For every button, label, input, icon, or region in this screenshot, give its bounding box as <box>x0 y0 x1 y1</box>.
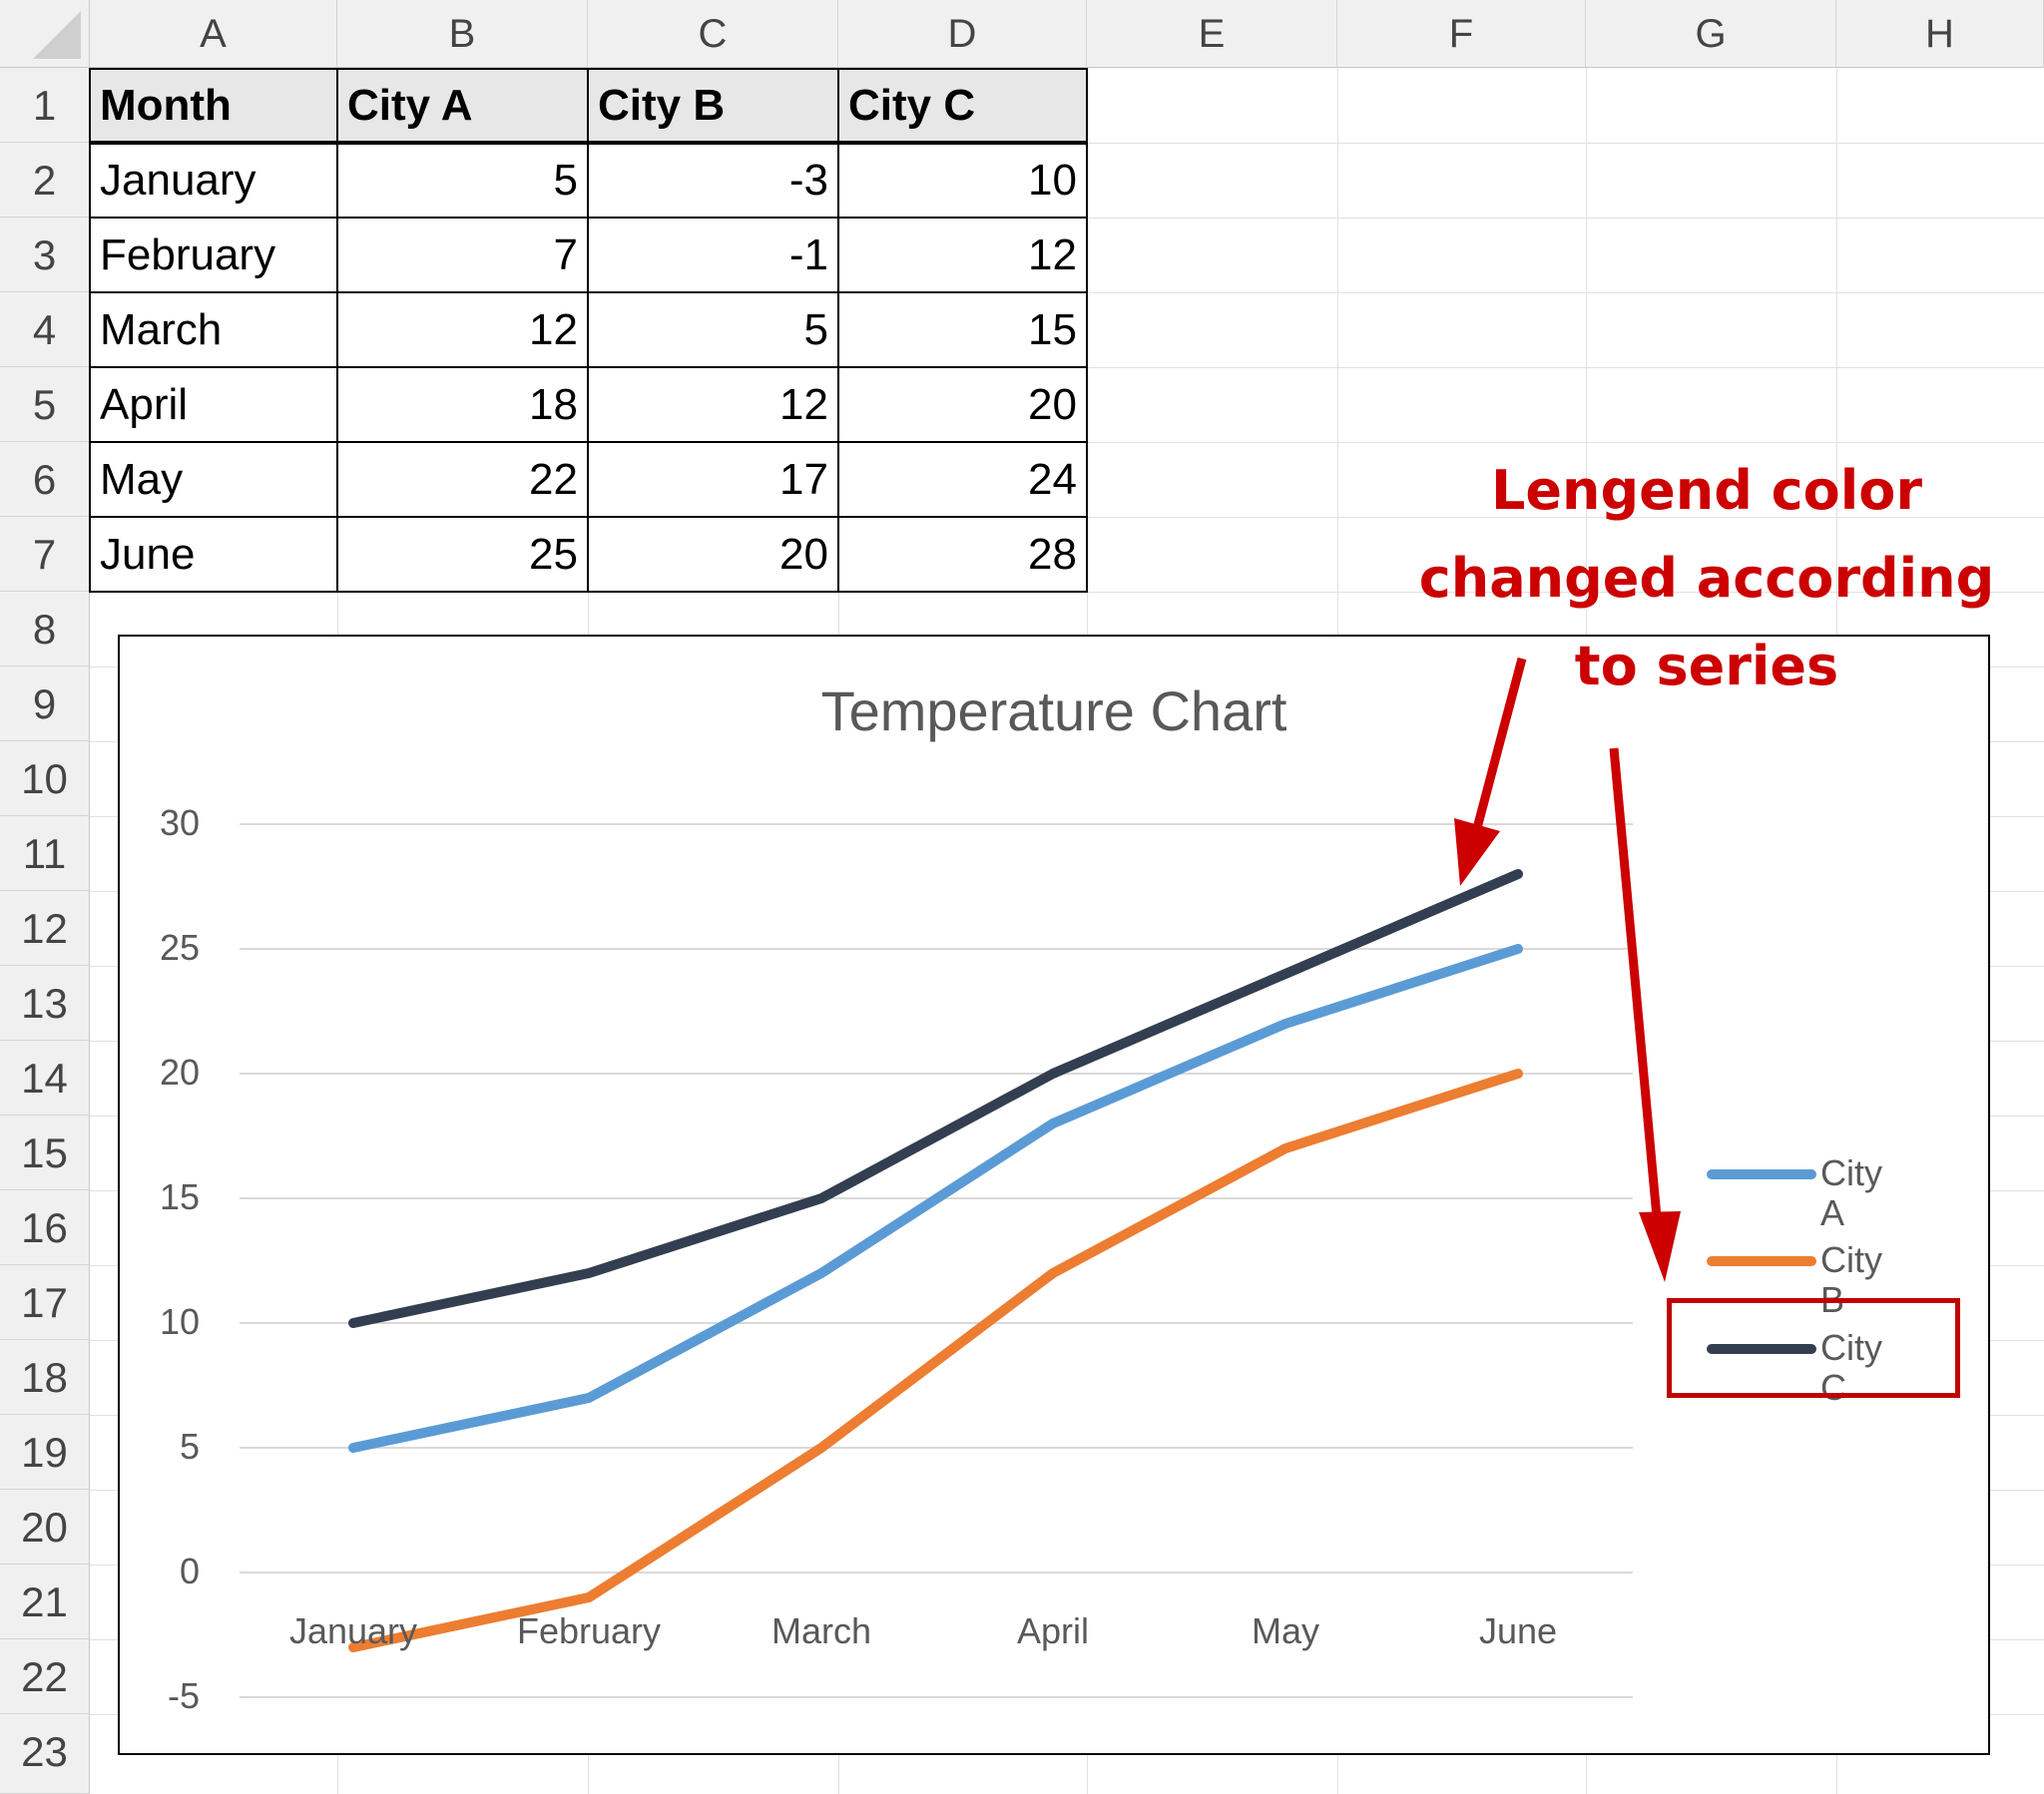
row-header-6[interactable]: 6 <box>0 442 90 517</box>
select-all-triangle-icon <box>33 11 81 59</box>
header-cell-city-a[interactable]: City A <box>337 68 588 143</box>
row-header-14[interactable]: 14 <box>0 1041 90 1116</box>
table-cell-city-c[interactable]: 15 <box>1028 305 1077 354</box>
table-cell-city-a[interactable]: 7 <box>553 230 578 279</box>
annotation-arrow-to-legend-icon <box>1609 747 1681 1282</box>
chart-area[interactable] <box>118 635 1990 1755</box>
x-axis-label-june: June <box>1478 1610 1558 1651</box>
chart-gridlines <box>240 823 1633 1698</box>
table-cell-city-b[interactable]: 17 <box>779 455 828 504</box>
table-cell-city-c[interactable]: 12 <box>1028 230 1077 279</box>
legend-line-icon <box>1707 1344 1816 1354</box>
column-header-e[interactable]: E <box>1087 0 1337 68</box>
row-header-11[interactable]: 11 <box>0 816 90 891</box>
x-axis-label-january: January <box>288 1610 418 1651</box>
row-header-16[interactable]: 16 <box>0 1190 90 1265</box>
table-cell-city-c[interactable]: 10 <box>1028 156 1077 205</box>
table-border <box>336 68 338 593</box>
table-cell-month[interactable]: June <box>100 530 196 579</box>
table-cell-city-b[interactable]: -3 <box>788 156 828 205</box>
x-axis-label-february: February <box>516 1610 662 1651</box>
column-header-h[interactable]: H <box>1836 0 2044 68</box>
annotation-line-3: to series <box>1574 635 1839 697</box>
row-header-1[interactable]: 1 <box>0 68 90 143</box>
header-cell-city-b[interactable]: City B <box>588 68 838 143</box>
x-axis-label-april: April <box>1016 1610 1090 1651</box>
row-header-7[interactable]: 7 <box>0 517 90 592</box>
row-header-2[interactable]: 2 <box>0 143 90 218</box>
x-axis-label-may: May <box>1251 1610 1319 1651</box>
table-border <box>1086 68 1088 593</box>
row-header-15[interactable]: 15 <box>0 1116 90 1190</box>
table-cell-city-b[interactable]: 12 <box>779 380 828 429</box>
row-header-21[interactable]: 21 <box>0 1565 90 1639</box>
row-header-13[interactable]: 13 <box>0 966 90 1041</box>
legend-highlight-box <box>1667 1298 1960 1398</box>
chart-title[interactable]: Temperature Chart <box>820 679 1287 742</box>
y-axis-tick-10: 10 <box>159 1301 200 1342</box>
legend-label: City C <box>1820 1327 1882 1408</box>
series-city-c-line <box>348 869 1523 1328</box>
row-header-23[interactable]: 23 <box>0 1714 90 1794</box>
y-axis-tick-20: 20 <box>159 1052 200 1093</box>
column-header-c[interactable]: C <box>588 0 838 68</box>
table-cell-city-c[interactable]: 24 <box>1028 455 1077 504</box>
table-cell-month[interactable]: April <box>100 380 189 429</box>
row-header-4[interactable]: 4 <box>0 292 90 367</box>
y-axis-tick-30: 30 <box>159 802 200 843</box>
column-header-d[interactable]: D <box>838 0 1087 68</box>
table-cell-month[interactable]: February <box>100 230 276 279</box>
annotation-line-1: Lengend color <box>1491 459 1922 522</box>
legend-label: City B <box>1820 1239 1882 1320</box>
column-header-f[interactable]: F <box>1337 0 1586 68</box>
row-header-17[interactable]: 17 <box>0 1265 90 1340</box>
table-cell-city-b[interactable]: -1 <box>788 230 828 279</box>
y-axis-tick-0: 0 <box>179 1551 200 1591</box>
row-header-10[interactable]: 10 <box>0 741 90 816</box>
row-header-20[interactable]: 20 <box>0 1490 90 1565</box>
table-cell-month[interactable]: May <box>100 455 184 504</box>
row-header-9[interactable]: 9 <box>0 667 90 741</box>
table-border <box>89 68 91 593</box>
column-header-a[interactable]: A <box>90 0 337 68</box>
table-cell-month[interactable]: March <box>100 305 223 354</box>
legend-line-icon <box>1707 1169 1816 1179</box>
select-all-corner[interactable] <box>0 0 90 68</box>
header-cell-city-c[interactable]: City C <box>838 68 1087 143</box>
table-cell-city-b[interactable]: 20 <box>779 530 828 579</box>
legend-label: City A <box>1820 1152 1882 1233</box>
x-axis-label-march: March <box>770 1610 872 1651</box>
table-cell-month[interactable]: January <box>100 156 256 205</box>
table-cell-city-a[interactable]: 25 <box>529 530 578 579</box>
table-cell-city-a[interactable]: 18 <box>529 380 578 429</box>
header-cell-month[interactable]: Month <box>90 68 337 143</box>
y-axis-tick-5: 5 <box>179 1426 200 1467</box>
table-cell-city-a[interactable]: 12 <box>529 305 578 354</box>
row-header-12[interactable]: 12 <box>0 891 90 966</box>
row-header-8[interactable]: 8 <box>0 592 90 667</box>
table-cell-city-c[interactable]: 28 <box>1028 530 1077 579</box>
annotation-arrow-to-line-icon <box>1454 657 1527 886</box>
row-header-19[interactable]: 19 <box>0 1415 90 1490</box>
legend-line-icon <box>1707 1256 1816 1266</box>
row-header-5[interactable]: 5 <box>0 367 90 442</box>
row-header-22[interactable]: 22 <box>0 1639 90 1714</box>
column-header-b[interactable]: B <box>337 0 588 68</box>
table-cell-city-a[interactable]: 5 <box>553 156 578 205</box>
column-header-g[interactable]: G <box>1586 0 1836 68</box>
series-city-b-line <box>348 1069 1523 1652</box>
table-cell-city-a[interactable]: 22 <box>529 455 578 504</box>
y-axis-tick-minus-5: -5 <box>167 1675 200 1716</box>
y-axis-tick-25: 25 <box>159 927 200 968</box>
row-header-18[interactable]: 18 <box>0 1340 90 1415</box>
table-cell-city-b[interactable]: 5 <box>803 305 828 354</box>
table-border <box>587 68 589 593</box>
table-border <box>837 68 839 593</box>
table-cell-city-c[interactable]: 20 <box>1028 380 1077 429</box>
y-axis-tick-15: 15 <box>159 1176 200 1217</box>
annotation-line-2: changed according <box>1418 547 1995 610</box>
series-city-a-line <box>348 944 1523 1453</box>
